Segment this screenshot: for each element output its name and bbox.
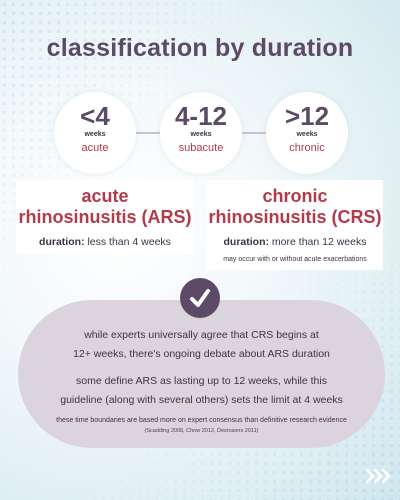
stage-circle-subacute: 4-12 weeks subacute (160, 92, 242, 174)
check-icon (180, 278, 220, 318)
card-title: acute rhinosinusitis (ARS) (18, 186, 192, 227)
card-title: chronic rhinosinusitis (CRS) (208, 186, 382, 227)
card-acute-rhinosinusitis: acute rhinosinusitis (ARS) duration: les… (16, 180, 194, 254)
stage-circle-chronic: >12 weeks chronic (266, 92, 348, 174)
duration-text: duration: less than 4 weeks (39, 236, 171, 248)
exacerbation-note: may occur with or without acute exacerba… (223, 256, 367, 263)
stage-label: subacute (178, 142, 224, 154)
stage-circle-acute: <4 weeks acute (54, 92, 136, 174)
card-chronic-rhinosinusitis: chronic rhinosinusitis (CRS) duration: m… (207, 180, 383, 270)
stage-unit: weeks (296, 131, 318, 138)
chevrons-right-icon[interactable] (364, 466, 392, 486)
bubble-paragraph-1: while experts universally agree that CRS… (73, 329, 330, 360)
citation: (Scadding 2008, Chow 2012, Desrosiers 20… (144, 428, 259, 434)
evidence-note: these time boundaries are based more on … (56, 417, 347, 424)
consensus-bubble: while experts universally agree that CRS… (18, 300, 385, 448)
page-title: classification by duration (46, 34, 354, 62)
stage-unit: weeks (84, 131, 106, 138)
stage-value: >12 (284, 101, 330, 131)
stage-label: chronic (289, 142, 325, 154)
stage-value: <4 (80, 101, 110, 131)
stage-label: acute (81, 142, 109, 154)
stage-unit: weeks (190, 131, 212, 138)
stage-value: 4-12 (174, 101, 228, 131)
duration-text: duration: more than 12 weeks (223, 236, 367, 248)
bubble-paragraph-2: some define ARS as lasting up to 12 week… (60, 375, 343, 406)
